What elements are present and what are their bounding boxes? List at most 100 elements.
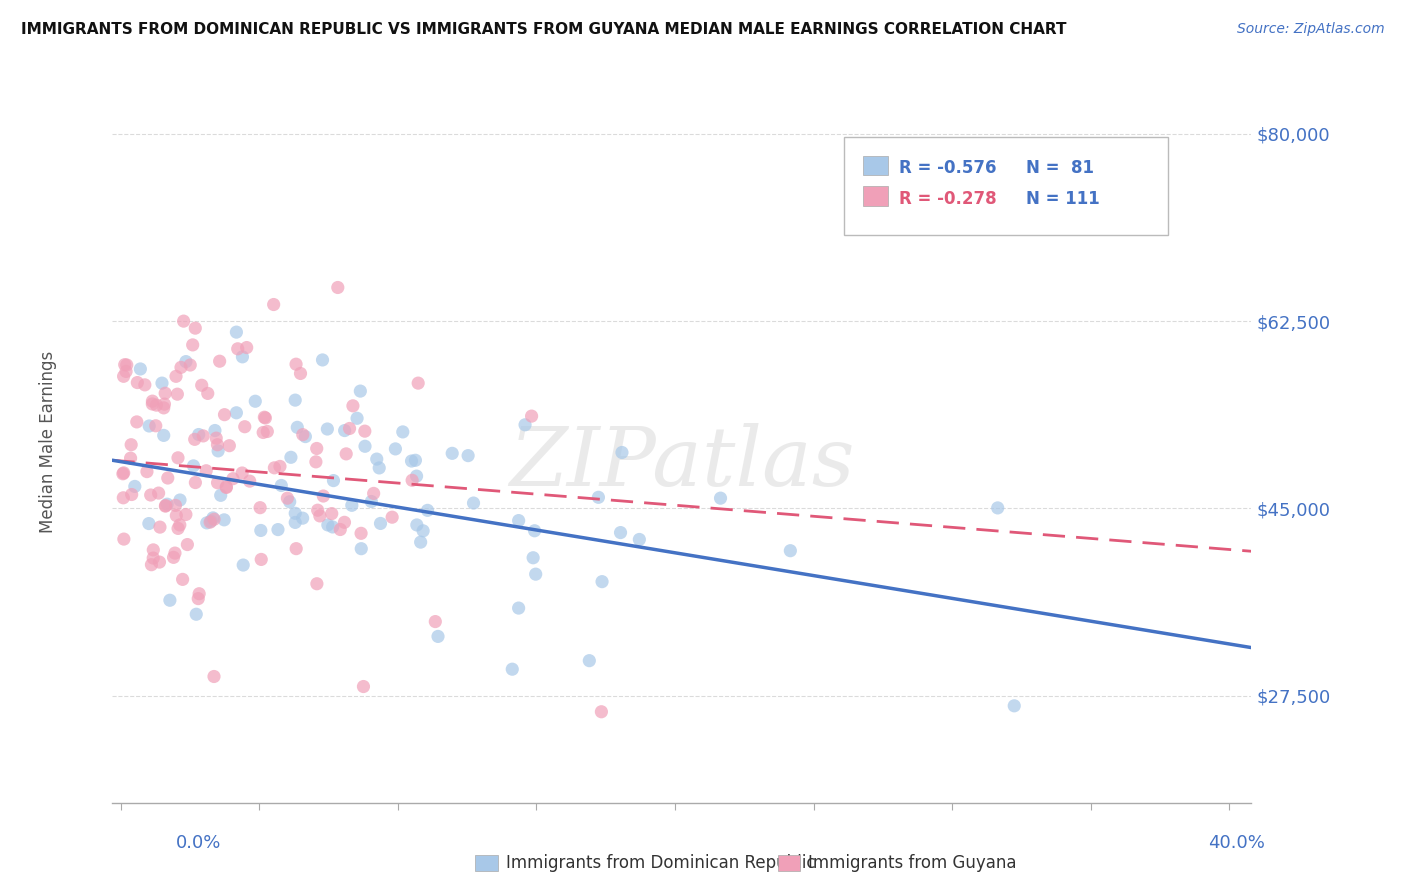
Point — [405, 518, 427, 533]
Point — [316, 518, 339, 533]
Point — [225, 406, 247, 420]
Point — [360, 494, 382, 508]
Point — [401, 454, 423, 468]
Point — [120, 451, 142, 466]
Point — [340, 498, 363, 512]
Point — [148, 555, 170, 569]
Point — [125, 415, 148, 429]
Point — [136, 465, 159, 479]
Point — [156, 471, 179, 485]
Point — [391, 425, 413, 439]
Point — [174, 508, 197, 522]
Text: R = -0.576: R = -0.576 — [900, 160, 997, 178]
Point — [208, 354, 231, 368]
Point — [508, 514, 530, 528]
Text: ZIPatlas: ZIPatlas — [509, 423, 855, 503]
Point — [591, 705, 613, 719]
Point — [406, 376, 429, 391]
Point — [152, 401, 174, 415]
Point — [222, 472, 245, 486]
Text: Immigrants from Dominican Republic: Immigrants from Dominican Republic — [506, 855, 815, 872]
Point — [184, 321, 207, 335]
Point — [263, 460, 285, 475]
Point — [112, 532, 135, 546]
Point — [370, 516, 392, 531]
Point — [155, 499, 177, 513]
Point — [209, 488, 232, 502]
Point — [457, 449, 479, 463]
Point — [239, 474, 262, 488]
Point — [311, 353, 333, 368]
Point — [285, 420, 308, 434]
Point — [416, 503, 439, 517]
Point — [205, 431, 228, 445]
Text: 0.0%: 0.0% — [176, 834, 221, 852]
Point — [129, 362, 152, 376]
Point — [578, 654, 600, 668]
Point — [524, 567, 547, 582]
Text: Immigrants from Guyana: Immigrants from Guyana — [808, 855, 1017, 872]
Point — [339, 421, 361, 435]
Point — [187, 427, 209, 442]
Point — [142, 542, 165, 557]
Point — [508, 601, 530, 615]
Point — [249, 500, 271, 515]
Point — [276, 491, 298, 505]
Point — [409, 535, 432, 549]
Point — [165, 508, 187, 523]
Point — [628, 533, 651, 547]
Point — [201, 511, 224, 525]
Point — [111, 467, 134, 481]
Y-axis label: Median Male Earnings: Median Male Earnings — [39, 351, 56, 533]
Point — [350, 541, 373, 556]
Point — [124, 479, 146, 493]
Point — [173, 314, 195, 328]
Text: N = 111: N = 111 — [1025, 190, 1099, 208]
Point — [321, 507, 343, 521]
Point — [112, 491, 135, 505]
Point — [152, 428, 174, 442]
Point — [284, 516, 307, 530]
Point — [427, 629, 450, 643]
Point — [172, 573, 194, 587]
Point — [153, 386, 176, 401]
Point — [610, 445, 633, 459]
Point — [169, 517, 191, 532]
Point — [329, 523, 352, 537]
Point — [142, 551, 165, 566]
Point — [141, 394, 163, 409]
Point — [523, 524, 546, 538]
Point — [285, 357, 308, 371]
Point — [252, 425, 274, 440]
Point — [353, 680, 375, 694]
Point — [1002, 698, 1025, 713]
Point — [307, 503, 329, 517]
Point — [231, 350, 253, 364]
Text: R = -0.278: R = -0.278 — [900, 190, 997, 208]
Point — [145, 398, 167, 412]
Point — [291, 511, 314, 525]
Point — [333, 424, 356, 438]
Point — [312, 489, 335, 503]
Point — [404, 453, 426, 467]
Point — [200, 514, 222, 528]
Point — [114, 358, 136, 372]
Point — [195, 516, 218, 530]
Point — [463, 496, 485, 510]
Point — [250, 524, 273, 538]
Point — [176, 537, 198, 551]
Point — [267, 523, 290, 537]
Point — [294, 429, 316, 443]
Point — [235, 341, 257, 355]
Point — [322, 520, 344, 534]
Point — [278, 495, 301, 509]
Point — [183, 433, 205, 447]
Point — [190, 378, 212, 392]
Point — [256, 425, 278, 439]
Point — [207, 438, 229, 452]
Point — [165, 369, 187, 384]
Point — [141, 397, 163, 411]
Point — [159, 593, 181, 607]
Point — [215, 480, 238, 494]
Point — [134, 377, 156, 392]
